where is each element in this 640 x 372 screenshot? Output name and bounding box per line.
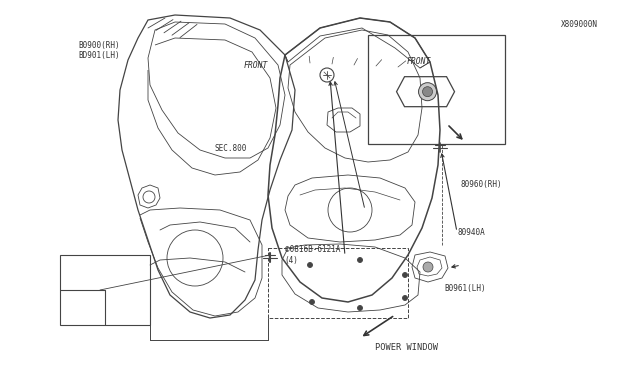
Circle shape <box>358 257 362 263</box>
Text: POWER WINDOW: POWER WINDOW <box>375 343 438 352</box>
Text: B0900(RH)
BD901(LH): B0900(RH) BD901(LH) <box>78 41 120 60</box>
Circle shape <box>403 295 408 301</box>
Circle shape <box>422 87 433 97</box>
Circle shape <box>423 262 433 272</box>
Circle shape <box>403 273 408 278</box>
Text: 80960(RH): 80960(RH) <box>461 180 502 189</box>
Text: X809000N: X809000N <box>561 20 598 29</box>
Text: FRONT: FRONT <box>407 57 431 66</box>
Text: ©0816B-6121A
(4): ©0816B-6121A (4) <box>285 245 340 264</box>
Circle shape <box>419 83 436 101</box>
Text: FRONT: FRONT <box>244 61 268 70</box>
Circle shape <box>310 299 314 305</box>
Circle shape <box>307 263 312 267</box>
Text: SEC.800: SEC.800 <box>214 144 247 153</box>
Text: B0961(LH): B0961(LH) <box>445 284 486 293</box>
Text: 80940A: 80940A <box>458 228 485 237</box>
Circle shape <box>358 305 362 311</box>
